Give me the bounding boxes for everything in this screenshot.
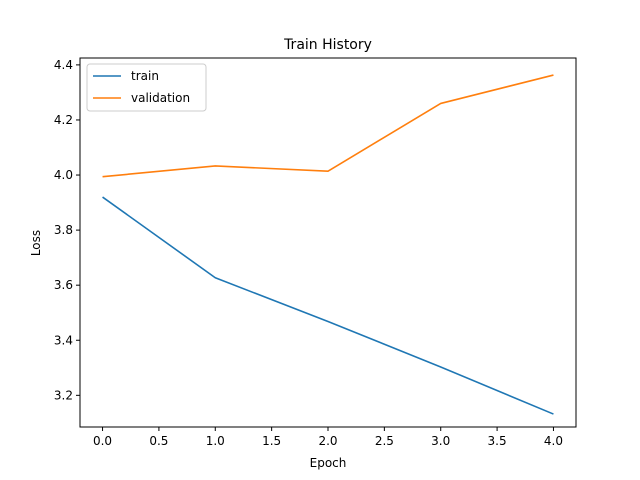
x-axis: 0.0 0.5 1.0 1.5 2.0 2.5 3.0 3.5 4.0: [93, 427, 563, 448]
y-tick-label: 3.6: [54, 278, 73, 292]
x-tick-label: 3.0: [431, 434, 450, 448]
legend: train validation: [86, 63, 207, 112]
x-axis-label: Epoch: [310, 456, 347, 470]
y-tick-label: 4.2: [54, 113, 73, 127]
y-tick-label: 4.4: [54, 58, 73, 72]
chart-title: Train History: [283, 37, 372, 53]
x-tick-label: 0.5: [149, 434, 168, 448]
y-tick-label: 3.4: [54, 333, 73, 347]
y-axis: 3.2 3.4 3.6 3.8 4.0 4.2 4.4: [54, 58, 80, 402]
x-tick-label: 0.0: [93, 434, 112, 448]
x-tick-label: 2.5: [375, 434, 394, 448]
plot-frame: [79, 57, 577, 428]
y-tick-label: 4.0: [54, 168, 73, 182]
x-tick-label: 1.0: [206, 434, 225, 448]
plot-area: 0.0 0.5 1.0 1.5 2.0 2.5 3.0 3.5 4.0 3.2 3.4 3.6 3.8…: [54, 57, 577, 448]
x-tick-label: 1.5: [262, 434, 281, 448]
y-tick-label: 3.2: [54, 388, 73, 402]
legend-label-validation: validation: [131, 91, 190, 105]
series-line-validation: [102, 74, 554, 178]
y-axis-label: Loss: [29, 230, 43, 256]
legend-items: train validation: [93, 69, 190, 105]
y-tick-label: 3.8: [54, 223, 73, 237]
x-tick-label: 2.0: [318, 434, 337, 448]
legend-label-train: train: [131, 69, 159, 83]
series-line-train: [102, 196, 554, 415]
x-tick-label: 3.5: [488, 434, 507, 448]
series-lines: [102, 74, 554, 415]
x-tick-label: 4.0: [544, 434, 563, 448]
